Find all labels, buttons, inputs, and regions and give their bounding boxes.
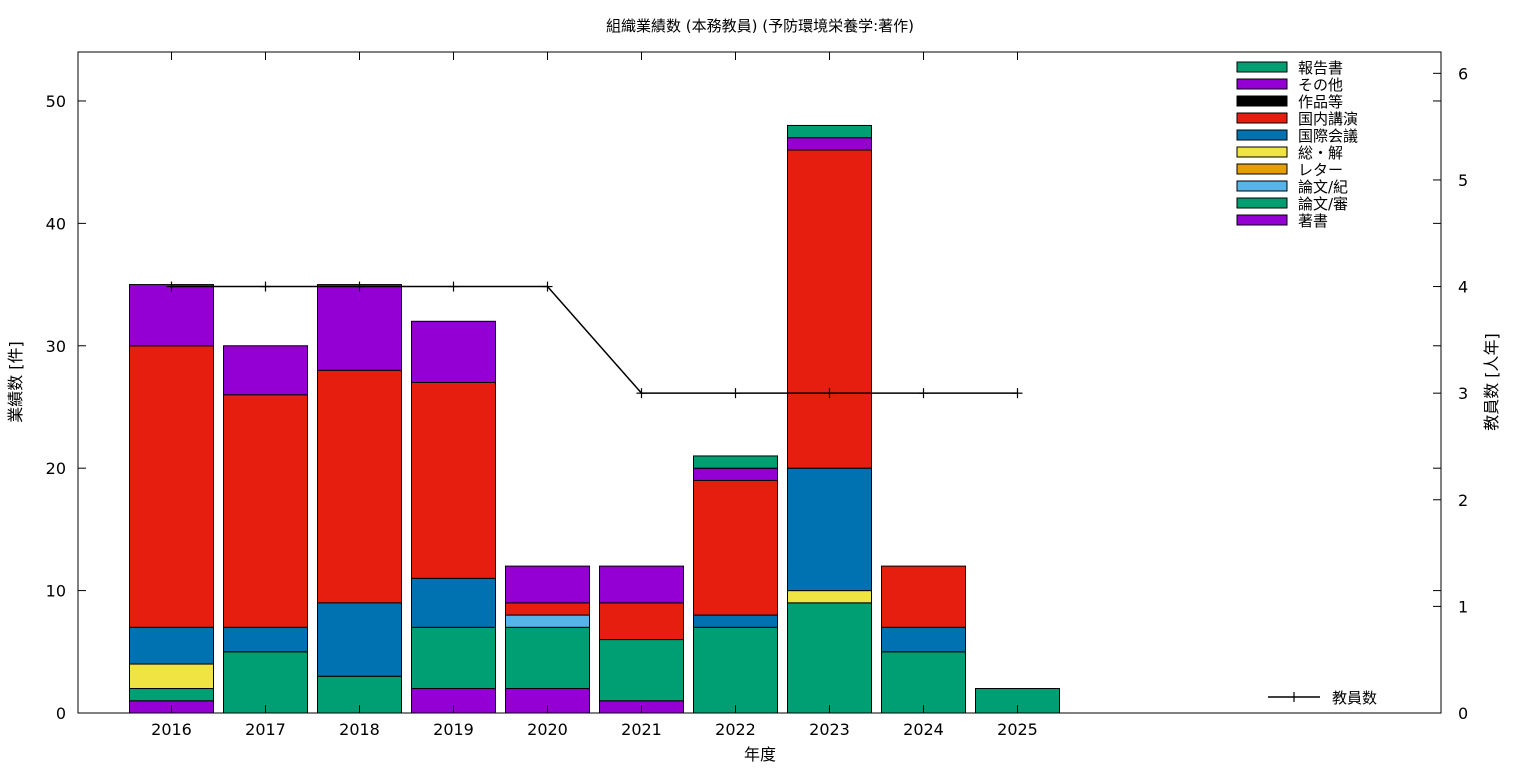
bar-2023-series-4: [787, 590, 872, 604]
y2-axis: 0 1 2 3 4 5 6: [1433, 64, 1468, 723]
bar-2018-series-6: [317, 369, 402, 604]
x-axis-label: 年度: [744, 745, 776, 764]
y-tick-label: 0: [56, 704, 66, 723]
bar-2021-series-8: [599, 565, 684, 604]
y-tick-label: 50: [46, 92, 66, 111]
bar-2017-series-8: [223, 345, 308, 396]
bar-2016-series-8: [129, 284, 214, 347]
y-tick-label: 20: [46, 459, 66, 478]
bar-2016-series-5: [129, 626, 214, 665]
bar-2017-series-5: [223, 626, 308, 653]
bar-2018-series-8: [317, 284, 402, 371]
bars-layer: [129, 124, 1060, 714]
bar-2020-series-1: [505, 626, 590, 690]
x-axis: 2016 2017 2018 2019 2020 2021 2022 2023 2024 2025: [151, 52, 1038, 739]
legend-swatch-2: [1236, 180, 1288, 192]
bar-2020-series-2: [505, 614, 590, 628]
y2-tick-label: 2: [1458, 491, 1468, 510]
legend-label-7: 作品等: [1298, 93, 1343, 111]
y2-tick-label: 6: [1458, 64, 1468, 83]
bar-2022-series-1: [693, 626, 778, 714]
line-layer: [166, 281, 1023, 399]
legend-swatch-9: [1236, 61, 1288, 73]
legend-label-2: 論文/紀: [1298, 178, 1348, 196]
x-tick-label-2018: 2018: [339, 720, 380, 739]
legend-label-8: その他: [1298, 76, 1343, 94]
bar-2023-series-6: [787, 149, 872, 469]
x-tick-label-2022: 2022: [715, 720, 756, 739]
bar-2024-series-5: [881, 626, 966, 653]
bar-2022-series-5: [693, 614, 778, 628]
bar-2024-series-6: [881, 565, 966, 628]
line-series-staff: [171, 285, 1018, 394]
bar-2016-series-4: [129, 663, 214, 690]
legend-swatch-8: [1236, 78, 1288, 90]
y2-tick-label: 5: [1458, 171, 1468, 190]
y-axis-label: 業績数 [件]: [6, 341, 25, 423]
bar-2023-series-8: [787, 137, 872, 151]
bar-2022-series-8: [693, 467, 778, 481]
bar-2021-series-1: [599, 639, 684, 702]
bar-2017-series-1: [223, 651, 308, 714]
legend-swatch-6: [1236, 112, 1288, 124]
bar-2023-series-9: [787, 124, 872, 139]
bar-2017-series-6: [223, 394, 308, 628]
bar-2018-series-5: [317, 602, 402, 677]
legend-swatch-3: [1236, 163, 1288, 175]
x-tick-label-2019: 2019: [433, 720, 474, 739]
bar-2020-series-6: [505, 602, 590, 616]
bar-2016-series-1: [129, 688, 214, 702]
y-tick-label: 40: [46, 214, 66, 233]
legend-label-4: 総・解: [1298, 144, 1343, 162]
bar-2019-series-5: [411, 577, 496, 628]
bar-2022-series-9: [693, 455, 778, 469]
bar-2023-series-5: [787, 467, 872, 592]
legend-swatch-4: [1236, 146, 1288, 158]
legend-swatch-5: [1236, 129, 1288, 141]
plot-frame: [77, 51, 1442, 714]
x-tick-label-2017: 2017: [245, 720, 286, 739]
bar-2019-series-6: [411, 382, 496, 579]
bar-2023-series-1: [787, 602, 872, 714]
bar-2016-series-6: [129, 345, 214, 628]
legend-swatch-0: [1236, 214, 1288, 226]
bar-2019-series-1: [411, 626, 496, 690]
legend-label-9: 報告書: [1298, 59, 1343, 77]
x-tick-label-2025: 2025: [997, 720, 1038, 739]
x-tick-label-2023: 2023: [809, 720, 850, 739]
y2-tick-label: 3: [1458, 384, 1468, 403]
legend-label-1: 論文/審: [1298, 195, 1348, 213]
legend-swatch-1: [1236, 197, 1288, 209]
x-tick-label-2020: 2020: [527, 720, 568, 739]
x-tick-label-2016: 2016: [151, 720, 192, 739]
legend-label-0: 著書: [1298, 212, 1328, 230]
y-tick-label: 10: [46, 582, 66, 601]
y2-tick-label: 4: [1458, 278, 1468, 297]
chart-title: 組織業績数 (本務教員) (予防環境栄養学:著作): [606, 17, 914, 35]
bar-2022-series-6: [693, 479, 778, 616]
y2-tick-label: 1: [1458, 597, 1468, 616]
y2-axis-label: 教員数 [人年]: [1482, 333, 1501, 431]
line-legend: 教員数: [1268, 689, 1377, 707]
bar-2021-series-6: [599, 602, 684, 641]
x-tick-label-2024: 2024: [903, 720, 944, 739]
bar-2020-series-8: [505, 565, 590, 604]
legend-label-5: 国際会議: [1298, 127, 1358, 145]
bar-2019-series-8: [411, 320, 496, 383]
y-tick-label: 30: [46, 337, 66, 356]
x-tick-label-2021: 2021: [621, 720, 662, 739]
legend-swatch-7: [1236, 95, 1288, 107]
legend-line-label: 教員数: [1332, 689, 1377, 707]
y-axis: 0 10 20 30 40 50: [46, 92, 1441, 723]
y2-tick-label: 0: [1458, 704, 1468, 723]
bar-2024-series-1: [881, 651, 966, 714]
legend-label-6: 国内講演: [1298, 110, 1358, 128]
legend-label-3: レター: [1298, 161, 1343, 179]
